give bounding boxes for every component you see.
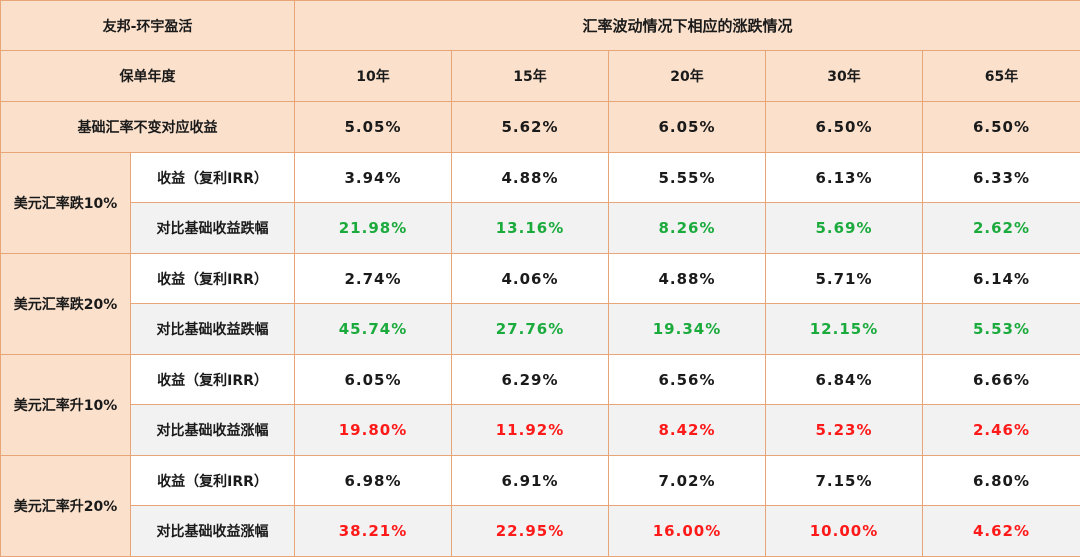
irr-cell: 6.14% — [923, 254, 1080, 304]
irr-cell: 6.84% — [766, 355, 923, 405]
compare-row-label: 对比基础收益涨幅 — [131, 405, 295, 456]
rise-cell: 2.46% — [923, 405, 1080, 456]
table-title-right: 汇率波动情况下相应的涨跌情况 — [295, 1, 1080, 51]
decline-cell: 5.69% — [766, 203, 923, 254]
irr-cell: 5.55% — [609, 153, 766, 203]
irr-cell: 4.06% — [452, 254, 609, 304]
irr-cell: 6.80% — [923, 456, 1080, 506]
rise-cell: 11.92% — [452, 405, 609, 456]
decline-cell: 8.26% — [609, 203, 766, 254]
base-value-cell: 5.62% — [452, 102, 609, 153]
rise-cell: 8.42% — [609, 405, 766, 456]
irr-cell: 6.91% — [452, 456, 609, 506]
irr-cell: 7.15% — [766, 456, 923, 506]
year-header: 30年 — [766, 51, 923, 102]
compare-row-label: 对比基础收益涨幅 — [131, 506, 295, 557]
irr-cell: 6.66% — [923, 355, 1080, 405]
decline-cell: 13.16% — [452, 203, 609, 254]
irr-row-label: 收益（复利IRR） — [131, 153, 295, 203]
base-value-cell: 6.50% — [923, 102, 1080, 153]
irr-cell: 7.02% — [609, 456, 766, 506]
irr-cell: 6.56% — [609, 355, 766, 405]
irr-cell: 6.33% — [923, 153, 1080, 203]
base-value-cell: 6.50% — [766, 102, 923, 153]
irr-row-label: 收益（复利IRR） — [131, 456, 295, 506]
base-value-cell: 6.05% — [609, 102, 766, 153]
rise-cell: 5.23% — [766, 405, 923, 456]
decline-cell: 2.62% — [923, 203, 1080, 254]
irr-cell: 6.05% — [295, 355, 452, 405]
decline-cell: 19.34% — [609, 304, 766, 355]
rise-cell: 38.21% — [295, 506, 452, 557]
scenario-label: 美元汇率升20% — [1, 456, 131, 557]
table-title-left: 友邦-环宇盈活 — [1, 1, 295, 51]
rise-cell: 22.95% — [452, 506, 609, 557]
irr-cell: 4.88% — [609, 254, 766, 304]
decline-cell: 45.74% — [295, 304, 452, 355]
irr-cell: 3.94% — [295, 153, 452, 203]
rise-cell: 10.00% — [766, 506, 923, 557]
compare-row-label: 对比基础收益跌幅 — [131, 304, 295, 355]
base-row-label: 基础汇率不变对应收益 — [1, 102, 295, 153]
irr-row-label: 收益（复利IRR） — [131, 254, 295, 304]
scenario-label: 美元汇率跌10% — [1, 153, 131, 254]
year-header: 65年 — [923, 51, 1080, 102]
base-value-cell: 5.05% — [295, 102, 452, 153]
irr-cell: 5.71% — [766, 254, 923, 304]
year-header: 15年 — [452, 51, 609, 102]
irr-cell: 6.98% — [295, 456, 452, 506]
rise-cell: 16.00% — [609, 506, 766, 557]
policy-year-header: 保单年度 — [1, 51, 295, 102]
year-header: 10年 — [295, 51, 452, 102]
year-header: 20年 — [609, 51, 766, 102]
scenario-label: 美元汇率跌20% — [1, 254, 131, 355]
decline-cell: 27.76% — [452, 304, 609, 355]
decline-cell: 12.15% — [766, 304, 923, 355]
compare-row-label: 对比基础收益跌幅 — [131, 203, 295, 254]
decline-cell: 21.98% — [295, 203, 452, 254]
irr-cell: 2.74% — [295, 254, 452, 304]
rise-cell: 19.80% — [295, 405, 452, 456]
decline-cell: 5.53% — [923, 304, 1080, 355]
irr-cell: 4.88% — [452, 153, 609, 203]
irr-row-label: 收益（复利IRR） — [131, 355, 295, 405]
irr-cell: 6.13% — [766, 153, 923, 203]
rise-cell: 4.62% — [923, 506, 1080, 557]
scenario-label: 美元汇率升10% — [1, 355, 131, 456]
irr-cell: 6.29% — [452, 355, 609, 405]
